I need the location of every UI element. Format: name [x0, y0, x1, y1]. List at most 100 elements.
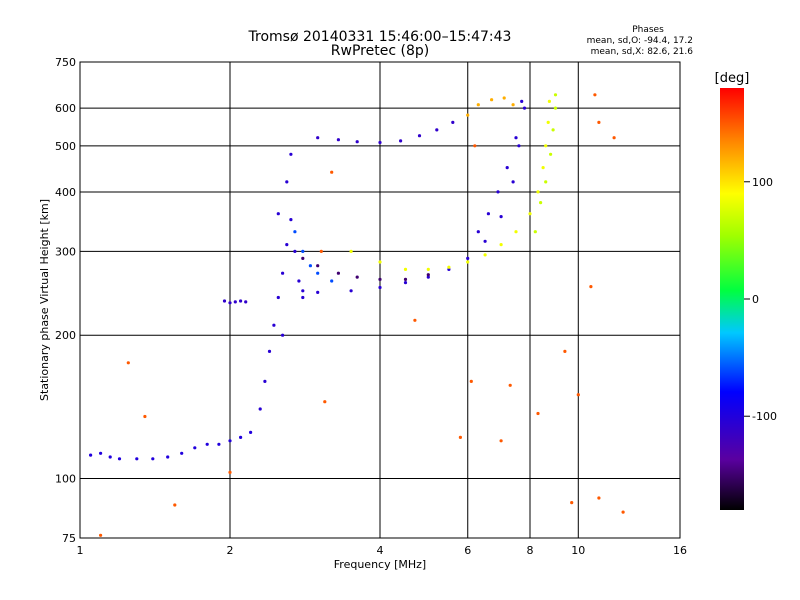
data-point: [193, 446, 197, 450]
data-point: [483, 253, 487, 257]
x-tick-label: 8: [527, 544, 534, 557]
data-point: [541, 166, 545, 170]
data-point: [293, 230, 297, 234]
data-point: [612, 136, 616, 140]
x-tick-label: 4: [377, 544, 384, 557]
data-point: [593, 93, 597, 97]
series-f-o-mode-purple-: [301, 256, 430, 281]
y-tick-label: 100: [55, 473, 76, 486]
data-point: [244, 300, 248, 304]
data-point: [435, 128, 439, 132]
data-point: [336, 138, 340, 142]
data-point: [281, 271, 285, 275]
series-f-x-mode: [349, 99, 552, 271]
y-tick-label: 600: [55, 102, 76, 115]
series-f-o-mode-upper: [476, 99, 524, 234]
x-tick-labels: 1 2 4 6 8 10 16: [77, 544, 688, 557]
data-point: [499, 215, 503, 219]
plot-frame: [79, 61, 681, 539]
data-point: [330, 170, 334, 174]
colorbar-ticks: 100 0 -100: [744, 176, 777, 423]
data-point: [228, 301, 232, 305]
data-point: [330, 279, 334, 283]
data-point: [301, 295, 305, 300]
data-point: [151, 457, 155, 461]
data-point: [319, 249, 323, 253]
stats-x-mode: mean, sd,X: 82.6, 21.6: [591, 47, 694, 57]
data-point: [511, 180, 515, 184]
data-point: [505, 166, 509, 170]
data-point: [316, 136, 320, 140]
colorbar: [720, 88, 744, 510]
data-point: [514, 136, 518, 140]
colorbar-label: [deg]: [715, 71, 750, 86]
data-point: [522, 106, 527, 110]
data-point: [514, 230, 518, 234]
data-point: [528, 212, 532, 216]
data-point: [323, 400, 327, 404]
data-point: [316, 271, 320, 275]
data-point: [293, 249, 297, 253]
colorbar-tick-label: 100: [752, 176, 773, 189]
data-point: [473, 144, 477, 148]
chart-title: Tromsø 20140331 15:46:00–15:47:43: [248, 29, 512, 45]
series-sporadic-240-km: [222, 299, 248, 305]
data-point: [549, 152, 553, 156]
data-point: [621, 510, 625, 514]
data-point: [301, 256, 305, 260]
data-point: [135, 457, 139, 461]
data-point: [476, 230, 480, 234]
data-point: [316, 264, 320, 268]
data-point: [378, 260, 382, 264]
y-tick-label: 400: [55, 186, 76, 199]
data-point: [426, 267, 430, 271]
data-point: [285, 243, 289, 247]
data-point: [180, 451, 184, 455]
data-point: [263, 379, 267, 383]
data-point: [466, 256, 470, 260]
data-point: [511, 103, 515, 107]
data-point: [597, 496, 601, 500]
data-point: [349, 289, 353, 293]
data-point: [451, 120, 455, 124]
data-point: [589, 285, 593, 289]
y-axis-label: Stationary phase Virtual Height [km]: [38, 199, 51, 401]
data-point: [89, 453, 93, 457]
data-point: [499, 439, 503, 443]
data-point: [316, 290, 320, 294]
data-point: [399, 139, 403, 143]
data-point: [99, 533, 103, 537]
data-point: [272, 323, 276, 327]
x-tick-label: 16: [673, 544, 687, 557]
x-tick-label: 2: [227, 544, 234, 557]
colorbar-tick-label: -100: [752, 410, 777, 423]
data-point: [205, 442, 209, 446]
data-point: [308, 264, 312, 268]
data-point: [285, 180, 289, 184]
y-tick-label: 75: [62, 532, 76, 545]
series-spread-f-cyan-: [293, 230, 334, 283]
data-point: [426, 275, 430, 279]
data-point: [533, 230, 537, 234]
x-tick-label: 10: [571, 544, 585, 557]
data-point: [536, 411, 540, 416]
y-tick-label: 300: [55, 245, 76, 258]
data-point: [239, 299, 243, 303]
data-point: [508, 383, 512, 387]
series-e-trace: [89, 430, 253, 461]
data-point: [143, 414, 147, 419]
data-point: [417, 134, 422, 138]
data-point: [544, 144, 548, 148]
data-point: [228, 439, 232, 443]
data-point: [597, 120, 601, 124]
data-point: [99, 451, 103, 455]
data-point: [281, 333, 285, 337]
x-axis-label: Frequency [MHz]: [334, 558, 426, 571]
data-point: [496, 190, 500, 194]
data-point: [217, 442, 221, 446]
data-point: [547, 99, 552, 103]
data-point: [173, 503, 177, 507]
series-f-o-mode: [301, 106, 527, 294]
data-point: [476, 103, 480, 107]
data-point: [249, 430, 253, 434]
